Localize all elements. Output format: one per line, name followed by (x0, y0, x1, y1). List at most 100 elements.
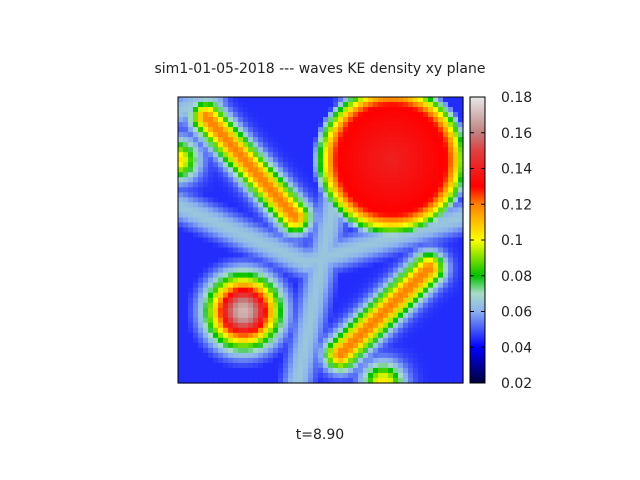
heatmap-cell (343, 167, 349, 173)
heatmap-cell (368, 352, 374, 359)
heatmap-cell (448, 327, 454, 334)
heatmap-cell (213, 232, 219, 239)
heatmap-cell (218, 262, 224, 269)
heatmap-cell (178, 377, 184, 384)
heatmap-cell (338, 347, 344, 354)
heatmap-cell (208, 312, 214, 319)
heatmap-cell (293, 282, 299, 289)
heatmap-cell (418, 162, 424, 168)
heatmap-cell (418, 227, 424, 234)
heatmap-cell (443, 187, 449, 193)
heatmap-cell (358, 102, 364, 108)
heatmap-cell (298, 242, 304, 249)
heatmap-cell (328, 297, 334, 304)
heatmap-cell (303, 107, 309, 113)
heatmap-cell (298, 317, 304, 324)
heatmap-cell (453, 362, 459, 369)
heatmap-cell (228, 187, 234, 193)
heatmap-cell (368, 242, 374, 249)
heatmap-cell (243, 127, 249, 133)
heatmap-cell (323, 247, 329, 254)
heatmap-cell (408, 212, 414, 219)
heatmap-cell (323, 372, 329, 379)
heatmap-cell (238, 302, 244, 309)
heatmap-cell (228, 222, 234, 229)
heatmap-cell (243, 187, 249, 193)
heatmap-cell (353, 317, 359, 324)
heatmap-cell (293, 167, 299, 173)
heatmap-cell (408, 127, 414, 133)
heatmap-cell (258, 142, 264, 148)
heatmap-cell (368, 127, 374, 133)
heatmap-cell (338, 287, 344, 294)
heatmap-cell (203, 187, 209, 193)
heatmap-cell (268, 297, 274, 304)
heatmap-cell (318, 142, 324, 148)
heatmap-cell (228, 347, 234, 354)
heatmap-cell (208, 322, 214, 329)
heatmap-cell (193, 287, 199, 294)
heatmap-cell (273, 357, 279, 364)
heatmap-cell (188, 117, 194, 123)
heatmap-cell (238, 267, 244, 274)
heatmap-cell (423, 342, 429, 349)
heatmap-cell (438, 242, 444, 249)
heatmap-cell (273, 332, 279, 339)
heatmap-cell (408, 97, 414, 103)
heatmap-cell (433, 342, 439, 349)
heatmap-cell (283, 262, 289, 269)
heatmap-cell (363, 287, 369, 294)
heatmap-cell (283, 142, 289, 148)
heatmap-cell (408, 147, 414, 153)
heatmap-cell (253, 342, 259, 349)
heatmap-cell (268, 337, 274, 344)
heatmap-cell (273, 312, 279, 319)
heatmap-cell (443, 197, 449, 203)
heatmap-cell (193, 112, 199, 118)
heatmap-cell (208, 337, 214, 344)
heatmap-cell (218, 182, 224, 188)
heatmap-cell (253, 242, 259, 249)
heatmap-cell (383, 147, 389, 153)
heatmap-cell (453, 297, 459, 304)
heatmap-cell (178, 332, 184, 339)
heatmap-cell (403, 272, 409, 279)
heatmap-cell (208, 102, 214, 108)
heatmap-cell (263, 267, 269, 274)
heatmap-cell (333, 152, 339, 158)
heatmap-cell (318, 172, 324, 178)
heatmap-cell (228, 292, 234, 299)
heatmap-cell (448, 222, 454, 229)
heatmap-cell (308, 242, 314, 249)
heatmap-cell (323, 232, 329, 239)
heatmap-cell (183, 177, 189, 183)
heatmap-cell (268, 207, 274, 214)
heatmap-cell (263, 367, 269, 374)
heatmap-cell (253, 142, 259, 148)
heatmap-cell (213, 132, 219, 138)
heatmap-cell (388, 372, 394, 379)
heatmap-cell (178, 147, 184, 153)
heatmap-cell (333, 357, 339, 364)
heatmap-cell (373, 137, 379, 143)
heatmap-cell (208, 232, 214, 239)
heatmap-cell (258, 217, 264, 224)
heatmap-cell (253, 377, 259, 384)
heatmap-cell (238, 312, 244, 319)
heatmap-cell (438, 267, 444, 274)
heatmap-cell (348, 227, 354, 234)
heatmap-cell (413, 112, 419, 118)
heatmap-cell (203, 372, 209, 379)
heatmap-cell (413, 192, 419, 198)
heatmap-cell (293, 247, 299, 254)
heatmap-cell (253, 372, 259, 379)
heatmap-cell (203, 102, 209, 108)
heatmap-cell (388, 202, 394, 208)
heatmap-cell (443, 107, 449, 113)
heatmap-cell (383, 97, 389, 103)
heatmap-cell (188, 247, 194, 254)
heatmap-cell (203, 307, 209, 314)
heatmap-cell (178, 137, 184, 143)
heatmap-cell (218, 157, 224, 163)
heatmap-cell (188, 357, 194, 364)
